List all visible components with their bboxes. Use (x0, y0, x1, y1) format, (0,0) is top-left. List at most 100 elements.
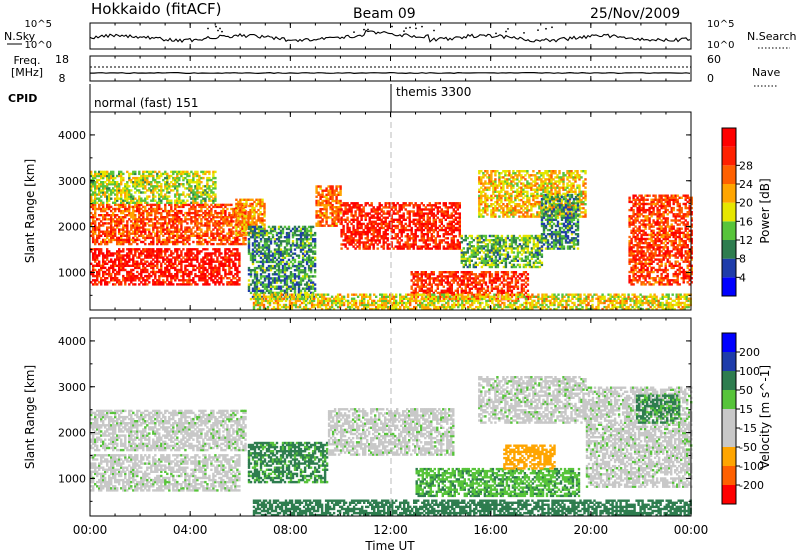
power-cell (166, 277, 169, 280)
power-cell (178, 193, 181, 196)
power-cell (114, 283, 117, 286)
power-cell (206, 228, 209, 231)
power-cell (289, 246, 293, 249)
power-cell (146, 178, 149, 182)
power-cell (253, 229, 257, 233)
power-cell (194, 256, 197, 259)
power-cell (146, 234, 149, 237)
power-cell (226, 232, 229, 235)
power-cell (106, 185, 109, 188)
power-cell (261, 289, 265, 292)
power-cell (230, 250, 233, 253)
power-cell (132, 238, 135, 242)
power-cell (234, 258, 237, 261)
power-cell (313, 269, 317, 272)
power-cell (154, 226, 157, 229)
power-cell (120, 283, 123, 286)
power-cell (190, 207, 193, 211)
power-cell (106, 242, 109, 246)
power-cell (94, 191, 97, 194)
power-cell (116, 181, 119, 184)
power-cell (142, 183, 145, 186)
power-cell (150, 254, 153, 257)
power-cell (188, 281, 191, 284)
power-cell (118, 230, 121, 233)
power-cell (138, 238, 141, 242)
power-cell (168, 176, 171, 180)
power-cell (176, 187, 179, 190)
power-cell (138, 216, 141, 219)
power-cell (124, 268, 127, 272)
power-cell (196, 218, 199, 221)
power-cell (230, 232, 233, 235)
power-cell (122, 228, 125, 231)
power-cell (198, 252, 201, 255)
power-cell (243, 208, 246, 212)
power-cell (200, 228, 203, 231)
power-cell (226, 260, 229, 263)
power-cell (156, 209, 159, 213)
power-cell (134, 250, 137, 253)
power-cell (140, 183, 143, 186)
power-cell (144, 248, 147, 251)
power-cell (196, 211, 199, 215)
power-cell (236, 236, 239, 240)
power-cell (118, 174, 121, 178)
power-cell (226, 252, 229, 255)
power-cell (222, 220, 225, 223)
power-cell (96, 234, 99, 237)
power-cell (140, 211, 143, 215)
power-cell (220, 262, 223, 265)
power-cell (148, 174, 151, 178)
power-cell (226, 207, 229, 211)
power-cell (293, 248, 297, 251)
power-cell (96, 238, 99, 242)
power-cell (190, 216, 193, 219)
power-cell (96, 187, 99, 190)
power-cell (204, 281, 207, 284)
power-cell (202, 264, 205, 267)
power-cell (96, 174, 99, 178)
power-cell (182, 230, 185, 233)
power-cell (176, 181, 179, 184)
power-cell (214, 220, 217, 223)
power-cell (239, 213, 242, 216)
power-cell (198, 242, 201, 246)
power-cell (198, 191, 201, 194)
power-cell (313, 287, 317, 290)
power-cell (243, 219, 246, 222)
power-cell (118, 236, 121, 240)
power-cell (120, 266, 123, 270)
power-cell (182, 203, 185, 207)
power-cell (204, 197, 207, 200)
power-cell (148, 256, 151, 259)
power-cell (200, 258, 203, 261)
power-cell (303, 289, 307, 292)
power-cell (182, 270, 185, 274)
power-cell (116, 195, 119, 198)
power-cell (102, 207, 105, 211)
power-cell (253, 217, 256, 220)
power-cell (192, 174, 195, 178)
power-cell (184, 236, 187, 240)
power-cell (204, 238, 207, 242)
power-cell (146, 201, 149, 204)
power-cell (136, 242, 139, 246)
power-cell (154, 211, 157, 215)
power-cell (98, 174, 101, 178)
power-cell (208, 185, 211, 188)
power-cell (156, 242, 159, 246)
power-cell (126, 260, 129, 263)
power-cell (198, 274, 201, 278)
power-cell (249, 297, 253, 301)
power-cell (126, 199, 129, 202)
power-cell (331, 197, 334, 201)
power-cell (156, 234, 159, 237)
power-cell (144, 262, 147, 265)
power-cell (92, 248, 95, 251)
power-cell (418, 279, 421, 282)
power-cell (136, 264, 139, 267)
power-cell (214, 232, 217, 235)
power-cell (154, 232, 157, 235)
power-cell (174, 222, 177, 225)
